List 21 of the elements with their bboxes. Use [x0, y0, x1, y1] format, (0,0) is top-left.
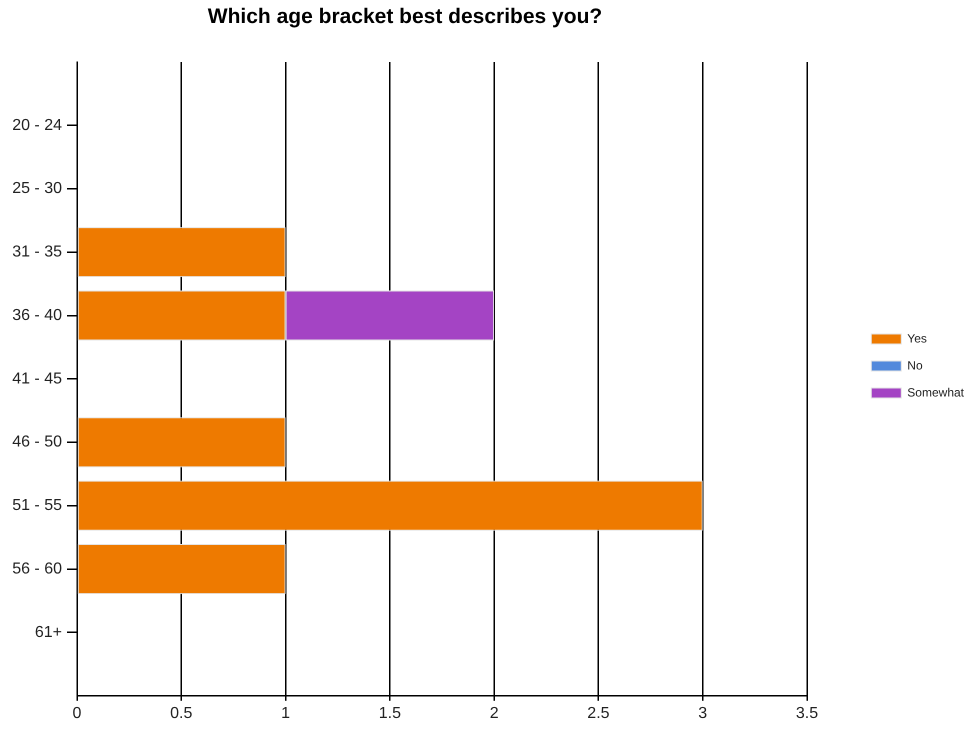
legend-label: No — [907, 358, 923, 372]
chart-title: Which age bracket best describes you? — [206, 5, 604, 29]
x-tick-label: 1 — [281, 704, 290, 722]
y-tick-label: 61+ — [34, 624, 62, 641]
y-tick-label: 31 - 35 — [12, 244, 62, 261]
x-tick-label: 1.5 — [378, 704, 402, 722]
x-tick-label: 3 — [698, 704, 708, 722]
x-tick-label: 0 — [72, 704, 82, 722]
y-tick-label: 36 - 40 — [12, 306, 62, 324]
x-tick-label: 3.5 — [796, 704, 818, 722]
y-tick-label: 46 - 50 — [12, 434, 62, 451]
y-tick-label: 51 - 55 — [12, 497, 62, 514]
x-tick-label: 2.5 — [587, 704, 610, 722]
y-tick-label: 41 - 45 — [12, 370, 62, 388]
y-tick-label: 56 - 60 — [12, 560, 62, 578]
legend-label: Yes — [907, 331, 927, 346]
y-tick-label: 25 - 30 — [12, 180, 62, 198]
x-tick-label: 0.5 — [170, 704, 193, 722]
x-tick-label: 2 — [490, 704, 499, 722]
y-tick-label: 20 - 24 — [12, 116, 62, 134]
legend-label: Somewhat — [907, 385, 965, 400]
